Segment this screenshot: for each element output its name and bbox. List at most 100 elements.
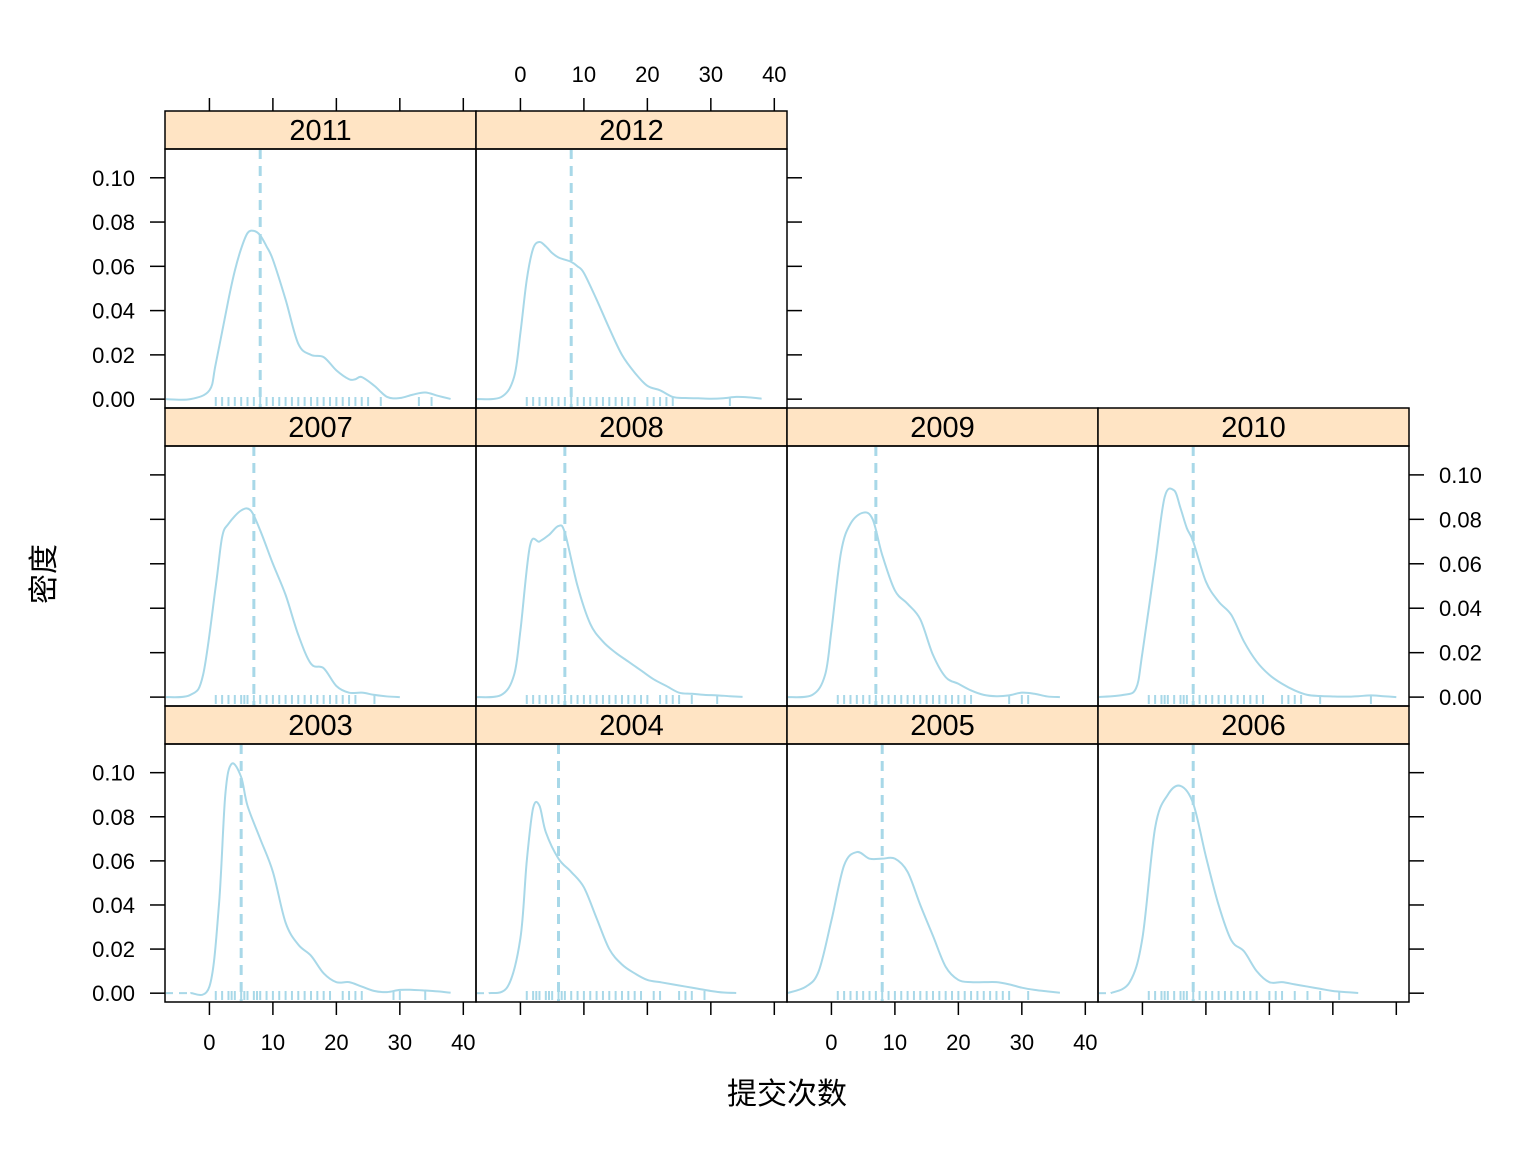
density-line-2008 bbox=[477, 524, 743, 699]
y-tick-label: 0.02 bbox=[92, 937, 135, 962]
x-axis-col-1-top: 0 10 20 30 40 bbox=[514, 62, 787, 111]
x-tick-label: 40 bbox=[762, 62, 786, 87]
strip-label-2006: 2006 bbox=[1221, 710, 1286, 742]
x-axis-col-0-top bbox=[208, 98, 465, 111]
y-tick-label: 0.04 bbox=[92, 893, 135, 918]
y-tick-label: 0.02 bbox=[1439, 641, 1482, 666]
x-tick-label: 10 bbox=[572, 62, 596, 87]
x-tick-label: 30 bbox=[1010, 1030, 1034, 1055]
density-line-2009 bbox=[788, 511, 1060, 699]
x-tick-label: 20 bbox=[324, 1030, 348, 1055]
axes-layer: 0 10 20 30 40 0 10 20 30 400 10 20 30 400.000.020.040… bbox=[92, 62, 1482, 1055]
y-tick-label: 0.06 bbox=[92, 254, 135, 279]
y-axis-row-2-right bbox=[1409, 771, 1424, 994]
strip-2010 bbox=[1097, 407, 1410, 447]
panel-2004: 2004 bbox=[475, 705, 788, 1003]
rug-2004 bbox=[525, 991, 706, 1000]
strip-label-2004: 2004 bbox=[599, 710, 664, 742]
y-axis-title: 密度 bbox=[28, 544, 61, 604]
density-line-2010 bbox=[1099, 487, 1397, 699]
rug-2005 bbox=[836, 991, 1030, 1000]
y-axis-row-1-left bbox=[150, 474, 165, 698]
frame-2005 bbox=[786, 743, 1099, 1003]
frame-2009 bbox=[786, 445, 1099, 707]
x-tick-label: 20 bbox=[635, 62, 659, 87]
x-tick-label: 40 bbox=[1073, 1030, 1097, 1055]
y-tick-label: 0.10 bbox=[1439, 463, 1482, 488]
panel-2007: 2007 bbox=[164, 407, 477, 707]
strip-2009 bbox=[786, 407, 1099, 447]
frame-2012 bbox=[475, 148, 788, 409]
panels-layer: 2003 2004 2005 2006 2007 2008 2009 2010 2011 2012 bbox=[164, 110, 1410, 1003]
strip-label-2003: 2003 bbox=[288, 710, 353, 742]
x-axis-col-3-bottom bbox=[1141, 1002, 1398, 1015]
x-tick-label: 0 bbox=[825, 1030, 837, 1055]
rug-2007 bbox=[214, 695, 376, 704]
frame-2004 bbox=[475, 743, 788, 1003]
y-tick-label: 0.08 bbox=[92, 210, 135, 235]
rug-2010 bbox=[1147, 695, 1372, 704]
density-line-2007 bbox=[166, 507, 400, 699]
strip-2003 bbox=[164, 705, 477, 745]
strip-label-2012: 2012 bbox=[599, 115, 664, 147]
x-tick-label: 0 bbox=[203, 1030, 215, 1055]
x-tick-label: 30 bbox=[388, 1030, 412, 1055]
frame-2010 bbox=[1097, 445, 1410, 707]
panel-2009: 2009 bbox=[786, 407, 1099, 707]
x-tick-label: 30 bbox=[699, 62, 723, 87]
panel-2005: 2005 bbox=[786, 705, 1099, 1003]
x-axis-col-1-bottom bbox=[519, 1002, 776, 1015]
y-axis-row-1-right: 0.00 0.02 0.04 0.06 0.08 0.10 bbox=[1409, 463, 1482, 710]
strip-2011 bbox=[164, 110, 477, 150]
frame-2008 bbox=[475, 445, 788, 707]
density-line-2003 bbox=[190, 762, 451, 996]
rug-2011 bbox=[214, 397, 433, 406]
y-tick-label: 0.00 bbox=[1439, 685, 1482, 710]
density-line-2006 bbox=[1110, 784, 1359, 995]
x-tick-label: 10 bbox=[261, 1030, 285, 1055]
rug-2006 bbox=[1147, 991, 1341, 1000]
y-tick-label: 0.06 bbox=[92, 849, 135, 874]
y-tick-label: 0.00 bbox=[92, 981, 135, 1006]
y-tick-label: 0.02 bbox=[92, 343, 135, 368]
y-axis-row-0-left: 0.00 0.02 0.04 0.06 0.08 0.10 bbox=[92, 166, 165, 412]
x-axis-col-0-bottom: 0 10 20 30 40 bbox=[203, 1002, 476, 1055]
strip-2006 bbox=[1097, 705, 1410, 745]
y-tick-label: 0.10 bbox=[92, 166, 135, 191]
panel-2011: 2011 bbox=[164, 110, 477, 409]
x-tick-label: 0 bbox=[514, 62, 526, 87]
y-tick-label: 0.04 bbox=[1439, 596, 1482, 621]
strip-label-2011: 2011 bbox=[289, 115, 351, 147]
plot-area-2008 bbox=[477, 447, 743, 705]
y-tick-label: 0.10 bbox=[92, 761, 135, 786]
plot-area-2011 bbox=[166, 150, 451, 407]
panel-2008: 2008 bbox=[475, 407, 788, 707]
strip-label-2009: 2009 bbox=[910, 412, 975, 444]
y-tick-label: 0.06 bbox=[1439, 552, 1482, 577]
frame-2011 bbox=[164, 148, 477, 409]
panel-2012: 2012 bbox=[475, 110, 788, 409]
frame-2003 bbox=[164, 743, 477, 1003]
density-line-2004 bbox=[488, 800, 737, 995]
y-tick-label: 0.04 bbox=[92, 299, 135, 324]
y-tick-label: 0.08 bbox=[1439, 507, 1482, 532]
x-axis-col-2-bottom: 0 10 20 30 40 bbox=[825, 1002, 1098, 1055]
strip-label-2010: 2010 bbox=[1221, 412, 1286, 444]
rug-2008 bbox=[525, 695, 719, 704]
strip-2012 bbox=[475, 110, 788, 150]
plot-area-2005 bbox=[788, 745, 1061, 1001]
y-axis-row-0-right bbox=[787, 177, 802, 400]
strip-2008 bbox=[475, 407, 788, 447]
rug-2003 bbox=[214, 991, 427, 1000]
frame-2006 bbox=[1097, 743, 1410, 1003]
density-line-2012 bbox=[477, 240, 762, 401]
x-tick-label: 20 bbox=[946, 1030, 970, 1055]
panel-2010: 2010 bbox=[1097, 407, 1410, 707]
plot-area-2012 bbox=[477, 150, 762, 407]
density-line-2005 bbox=[788, 850, 1061, 994]
plot-area-2004 bbox=[477, 745, 737, 1001]
plot-area-2006 bbox=[1099, 745, 1359, 1001]
x-tick-label: 40 bbox=[451, 1030, 475, 1055]
rug-2009 bbox=[836, 695, 1030, 704]
